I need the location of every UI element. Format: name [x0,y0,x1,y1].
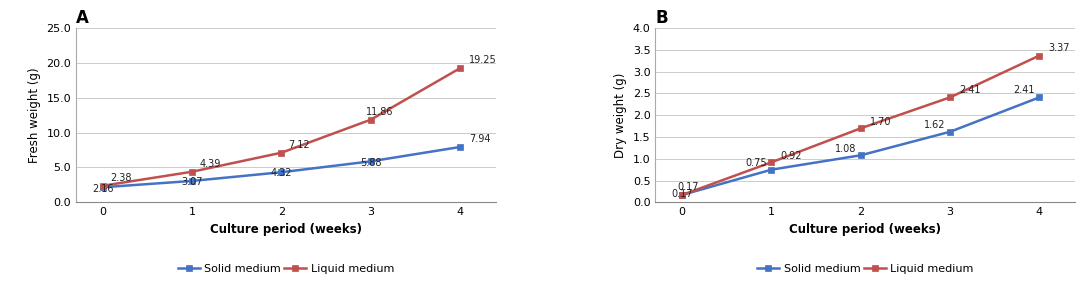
Solid medium [186,179,199,183]
Text: 2.38: 2.38 [110,173,131,183]
Text: 1.08: 1.08 [835,144,856,153]
Solid medium [275,171,288,174]
Text: 0.75: 0.75 [745,158,767,168]
Liquid medium [1033,54,1046,57]
Text: 3.37: 3.37 [1048,43,1070,53]
Text: 2.16: 2.16 [92,183,114,194]
Text: 0.17: 0.17 [671,189,693,199]
Solid medium [97,185,110,189]
Text: 7.94: 7.94 [469,134,491,144]
X-axis label: Culture period (weeks): Culture period (weeks) [210,223,362,236]
Liquid medium [97,184,110,187]
Solid medium [454,145,467,149]
Solid medium [364,160,377,163]
Liquid medium [944,96,957,99]
Line: Solid medium: Solid medium [680,95,1043,198]
Solid medium [675,193,689,197]
Text: 3.07: 3.07 [181,177,203,187]
Text: 1.70: 1.70 [870,117,892,126]
Text: 19.25: 19.25 [469,55,496,65]
Legend: Solid medium, Liquid medium: Solid medium, Liquid medium [757,264,974,274]
Liquid medium [855,126,868,130]
Text: 4.32: 4.32 [270,169,292,178]
Liquid medium [364,118,377,121]
Solid medium [1033,96,1046,99]
Liquid medium [765,160,778,164]
Text: 1.62: 1.62 [924,120,946,130]
Liquid medium [675,193,689,197]
Text: A: A [76,8,89,26]
Text: 0.92: 0.92 [781,151,801,160]
Legend: Solid medium, Liquid medium: Solid medium, Liquid medium [177,264,394,274]
Y-axis label: Fresh weight (g): Fresh weight (g) [28,67,41,163]
Solid medium [765,168,778,171]
Line: Solid medium: Solid medium [100,144,463,190]
Line: Liquid medium: Liquid medium [680,53,1043,198]
Text: 7.12: 7.12 [289,140,311,150]
Text: 11.86: 11.86 [366,107,394,117]
Liquid medium [454,67,467,70]
Solid medium [944,130,957,133]
Text: B: B [655,8,668,26]
Solid medium [855,154,868,157]
Liquid medium [275,151,288,154]
Liquid medium [186,170,199,173]
Line: Liquid medium: Liquid medium [100,65,463,189]
Y-axis label: Dry weight (g): Dry weight (g) [615,72,628,158]
Text: 5.88: 5.88 [361,158,381,167]
Text: 2.41: 2.41 [959,85,981,95]
Text: 0.17: 0.17 [678,182,699,192]
Text: 2.41: 2.41 [1013,85,1035,95]
Text: 4.39: 4.39 [199,159,220,169]
X-axis label: Culture period (weeks): Culture period (weeks) [790,223,942,236]
